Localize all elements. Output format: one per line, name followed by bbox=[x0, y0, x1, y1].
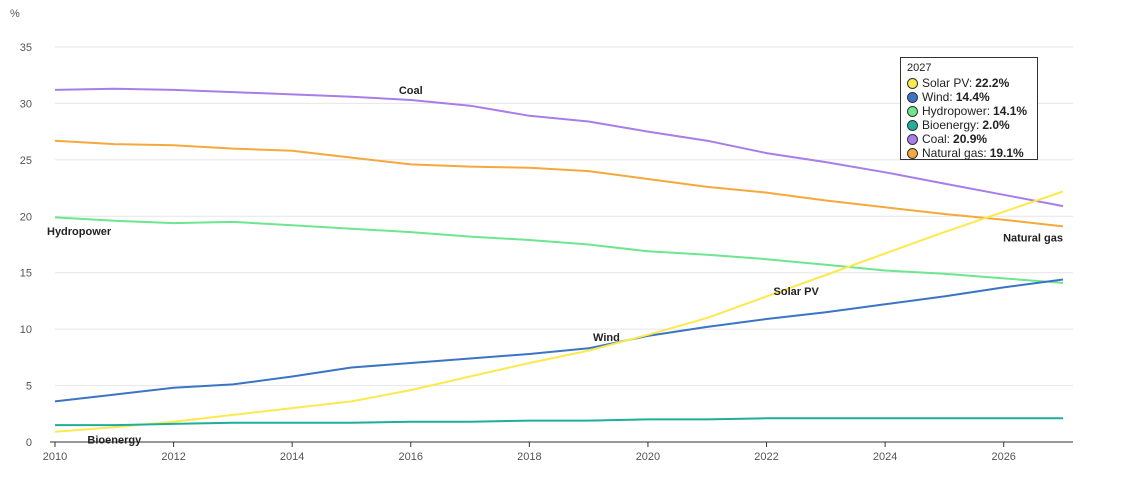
x-tick-label-2020: 2020 bbox=[636, 451, 660, 463]
tooltip-rows: Solar PV: 22.2% Wind: 14.4% Hydropower: 14.1%… bbox=[907, 76, 1031, 160]
annotation-solar-pv: Solar PV bbox=[774, 286, 820, 298]
x-tick-label-2018: 2018 bbox=[517, 451, 541, 463]
y-tick-label-0: 0 bbox=[26, 437, 32, 449]
x-tick-label-2016: 2016 bbox=[399, 451, 423, 463]
series-line-hydropower bbox=[54, 216, 1064, 284]
series-line-bioenergy bbox=[55, 417, 1063, 427]
legend-dot-icon bbox=[907, 147, 918, 159]
tooltip: 2027 Solar PV: 22.2% Wind: 14.4% Hydropower:… bbox=[900, 57, 1038, 160]
x-tick-label-2012: 2012 bbox=[161, 451, 185, 463]
tooltip-row-coal: Coal: 20.9% bbox=[907, 132, 1031, 146]
tooltip-row-natural-gas: Natural gas: 19.1% bbox=[907, 146, 1031, 160]
y-tick-label-20: 20 bbox=[20, 211, 32, 223]
y-tick-label-15: 15 bbox=[20, 268, 32, 280]
x-tick-label-2024: 2024 bbox=[873, 451, 897, 463]
x-tick-label-2022: 2022 bbox=[754, 451, 778, 463]
y-tick-label-5: 5 bbox=[26, 381, 32, 393]
series-line-coal bbox=[54, 87, 1064, 208]
annotation-hydropower: Hydropower bbox=[47, 226, 112, 238]
tooltip-row-solar-pv: Solar PV: 22.2% bbox=[907, 76, 1031, 90]
tooltip-series-value: 14.1% bbox=[993, 104, 1028, 118]
annotation-natural-gas: Natural gas bbox=[1003, 233, 1063, 245]
tooltip-row-wind: Wind: 14.4% bbox=[907, 90, 1031, 104]
series-line-natural-gas bbox=[54, 139, 1064, 228]
x-tick-label-2014: 2014 bbox=[280, 451, 304, 463]
x-axis: 2010 2012 2014 2016 2018 2020 2022 2024 2026 bbox=[43, 441, 1073, 463]
tooltip-series-value: 19.1% bbox=[989, 146, 1024, 160]
legend-dot-icon bbox=[907, 77, 918, 89]
x-tick-label-2010: 2010 bbox=[43, 451, 67, 463]
tooltip-series-value: 2.0% bbox=[982, 118, 1010, 132]
tooltip-series-name: Wind: bbox=[922, 90, 953, 104]
series-line-solar-pv bbox=[54, 190, 1064, 433]
tooltip-series-name: Bioenergy: bbox=[922, 118, 980, 132]
tooltip-row-hydropower: Hydropower: 14.1% bbox=[907, 104, 1031, 118]
x-tick-label-2026: 2026 bbox=[991, 451, 1015, 463]
tooltip-series-value: 20.9% bbox=[953, 132, 988, 146]
y-axis-ticks: 0 5 10 15 20 25 30 35 bbox=[20, 42, 32, 449]
tooltip-series-value: 14.4% bbox=[955, 90, 990, 104]
series-line-wind bbox=[54, 278, 1064, 403]
tooltip-row-bioenergy: Bioenergy: 2.0% bbox=[907, 118, 1031, 132]
y-tick-label-10: 10 bbox=[20, 324, 32, 336]
annotation-wind: Wind bbox=[593, 332, 620, 344]
y-tick-label-30: 30 bbox=[20, 98, 32, 110]
series-lines bbox=[54, 87, 1064, 433]
y-tick-label-25: 25 bbox=[20, 155, 32, 167]
annotation-coal: Coal bbox=[399, 85, 423, 97]
legend-dot-icon bbox=[907, 119, 918, 131]
tooltip-series-name: Natural gas: bbox=[922, 146, 987, 160]
tooltip-title: 2027 bbox=[907, 62, 932, 74]
series-annotations: Coal Hydropower Natural gas Solar PV Wind Bio… bbox=[47, 85, 1063, 447]
tooltip-series-name: Hydropower: bbox=[922, 104, 991, 118]
annotation-bioenergy: Bioenergy bbox=[87, 435, 142, 447]
tooltip-series-name: Coal: bbox=[922, 132, 951, 146]
legend-dot-icon bbox=[907, 91, 918, 103]
y-tick-label-35: 35 bbox=[20, 42, 32, 54]
y-unit-label: % bbox=[10, 8, 20, 20]
legend-dot-icon bbox=[907, 105, 918, 117]
tooltip-series-name: Solar PV: bbox=[922, 76, 973, 90]
tooltip-series-value: 22.2% bbox=[975, 76, 1010, 90]
legend-dot-icon bbox=[907, 133, 918, 145]
